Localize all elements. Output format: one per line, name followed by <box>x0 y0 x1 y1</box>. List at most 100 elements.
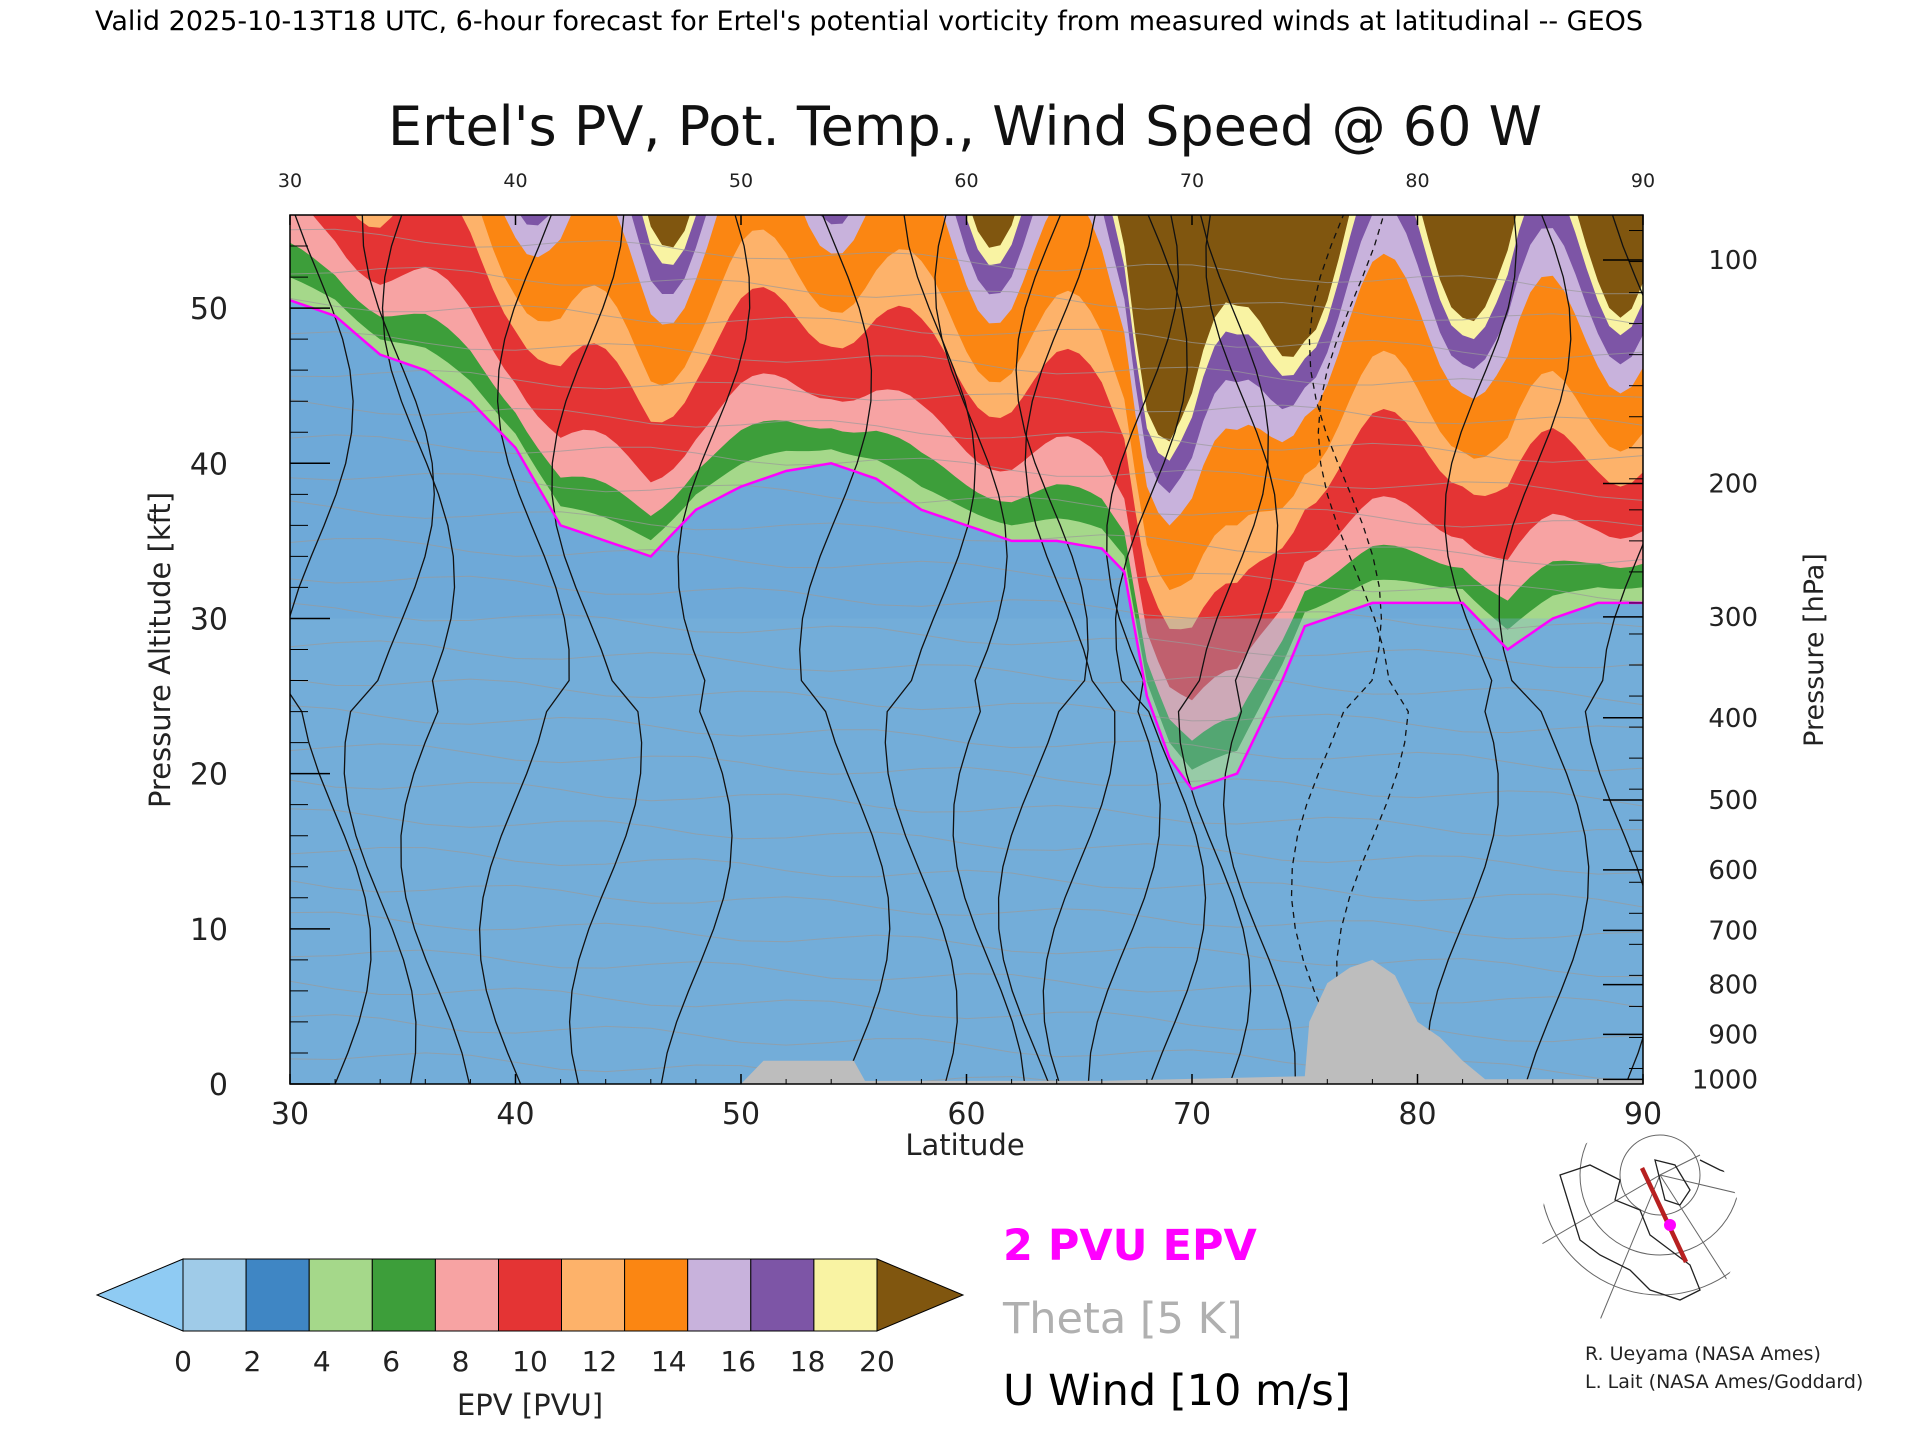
x-tick-label-top: 80 <box>1405 170 1429 192</box>
theta-contour <box>290 911 1643 977</box>
colorbar-tick-label: 0 <box>174 1345 192 1378</box>
u-wind-contour <box>290 215 372 1084</box>
theta-contour <box>290 640 1643 706</box>
colorbar-swatch <box>308 1258 373 1332</box>
u-wind-contour <box>1317 215 1409 1084</box>
theta-contour <box>290 808 1643 875</box>
terrain-mask <box>741 959 1643 1084</box>
colorbar-swatch <box>182 1258 247 1332</box>
pressure-tick-label: 700 <box>1708 916 1758 946</box>
legend-theta: Theta [5 K] <box>1002 1294 1243 1344</box>
y-axis-label: Pressure Altitude [kft] <box>143 492 177 808</box>
theta-contour <box>290 743 1643 807</box>
y-tick-label: 40 <box>190 447 228 482</box>
theta-contour <box>290 228 1643 295</box>
x-tick-label: 80 <box>1398 1097 1436 1132</box>
u-wind-contour <box>1177 215 1269 1084</box>
legend-uwind: U Wind [10 m/s] <box>1003 1366 1351 1416</box>
x-tick-label-top: 30 <box>278 170 302 192</box>
y2-axis-label: Pressure [hPa] <box>1799 553 1830 747</box>
colorbar-swatch <box>245 1258 310 1332</box>
header-title: Valid 2025-10-13T18 UTC, 6-hour forecast… <box>95 6 1643 37</box>
pressure-tick-label: 300 <box>1708 603 1758 633</box>
colorbar-tick-label: 10 <box>512 1345 548 1378</box>
colorbar: 0 2 4 6 8 10 12 14 16 18 20 <box>95 1258 965 1378</box>
x-tick-label: 70 <box>1173 1097 1211 1132</box>
colorbar-swatch <box>624 1258 689 1332</box>
theta-contour <box>290 399 1643 463</box>
u-wind-contour <box>1087 215 1180 1084</box>
x-tick-label: 50 <box>722 1097 760 1132</box>
colorbar-swatch <box>371 1258 436 1332</box>
u-wind-contour <box>1498 215 1590 1084</box>
u-wind-contour <box>884 215 977 1084</box>
u-wind-contour <box>1024 215 1116 1084</box>
pressure-tick-label: 600 <box>1708 856 1758 886</box>
u-wind-contour <box>660 215 751 1084</box>
pressure-tick-label: 200 <box>1708 469 1758 499</box>
x-tick-label: 30 <box>271 1097 309 1132</box>
pressure-tick-label: 500 <box>1708 786 1758 816</box>
colorbar-swatch <box>687 1258 752 1332</box>
pv-band-9 <box>647 215 1643 442</box>
pressure-tick-label: 900 <box>1708 1020 1758 1050</box>
u-wind-contour <box>478 215 570 1084</box>
colorbar-tick-label: 20 <box>859 1345 895 1378</box>
theta-contour <box>290 880 1643 940</box>
coastline-greenland <box>1654 1159 1691 1206</box>
plot-area <box>290 215 1643 1084</box>
pressure-tick-label: 400 <box>1708 704 1758 734</box>
colorbar-swatch <box>561 1258 626 1332</box>
pressure-tick-label: 100 <box>1708 246 1758 276</box>
y-tick-label: 20 <box>190 758 228 793</box>
y-tick-label: 0 <box>209 1068 228 1103</box>
theta-contour <box>290 472 1643 528</box>
theta-contour <box>290 779 1643 837</box>
credit-line-1: R. Ueyama (NASA Ames) <box>1585 1343 1821 1365</box>
colorbar-swatch <box>434 1258 499 1332</box>
legend-epv: 2 PVU EPV <box>1003 1221 1257 1271</box>
pv-bands <box>290 215 1643 1084</box>
colorbar-swatch <box>498 1258 563 1332</box>
colorbar-over-arrow <box>876 1258 965 1332</box>
x-tick-label-top: 60 <box>954 170 978 192</box>
u-wind-contour <box>381 215 471 1084</box>
colorbar-tick-label: 6 <box>382 1345 400 1378</box>
theta-contour <box>290 369 1643 426</box>
pressure-tick-label: 800 <box>1708 971 1758 1001</box>
theta-contour <box>290 331 1643 398</box>
theta-contour <box>290 434 1643 501</box>
theta-contour <box>290 500 1643 566</box>
credit-line-2: L. Lait (NASA Ames/Goddard) <box>1585 1371 1864 1393</box>
x-tick-label-top: 40 <box>503 170 527 192</box>
cross-section-line <box>1639 1167 1689 1263</box>
two-pvu-contour <box>290 299 1643 791</box>
u-wind-contour <box>551 215 643 1084</box>
u-wind-contour <box>997 215 1089 1084</box>
y-tick-label: 30 <box>190 602 228 637</box>
colorbar-swatch <box>750 1258 815 1332</box>
axes: 3030404050506060707080809090010203040501… <box>190 170 1758 1132</box>
colorbar-tick-label: 18 <box>790 1345 826 1378</box>
colorbar-tick-label: 16 <box>720 1345 756 1378</box>
u-wind-contour <box>799 215 891 1084</box>
colorbar-tick-label: 2 <box>243 1345 261 1378</box>
theta-contour <box>290 949 1643 1009</box>
wind-contours <box>290 215 1643 1084</box>
u-wind-contour <box>1114 215 1207 1084</box>
inset-map <box>1540 1127 1742 1321</box>
u-wind-contour <box>934 215 1026 1084</box>
troposphere-light-patch <box>290 618 1643 1084</box>
theta-contour <box>290 575 1643 631</box>
colorbar-tick-label: 4 <box>313 1345 331 1378</box>
theta-contour <box>290 537 1643 604</box>
x-tick-label: 60 <box>947 1097 985 1132</box>
x-tick-label-top: 70 <box>1180 170 1204 192</box>
colorbar-swatch <box>813 1258 878 1332</box>
coastline-north-america <box>1559 1164 1701 1301</box>
x-tick-label-top: 90 <box>1631 170 1655 192</box>
u-wind-contour <box>1425 215 1518 1084</box>
colorbar-label: EPV [PVU] <box>457 1388 603 1422</box>
x-tick-label: 40 <box>496 1097 534 1132</box>
pressure-tick-label: 1000 <box>1692 1065 1758 1095</box>
